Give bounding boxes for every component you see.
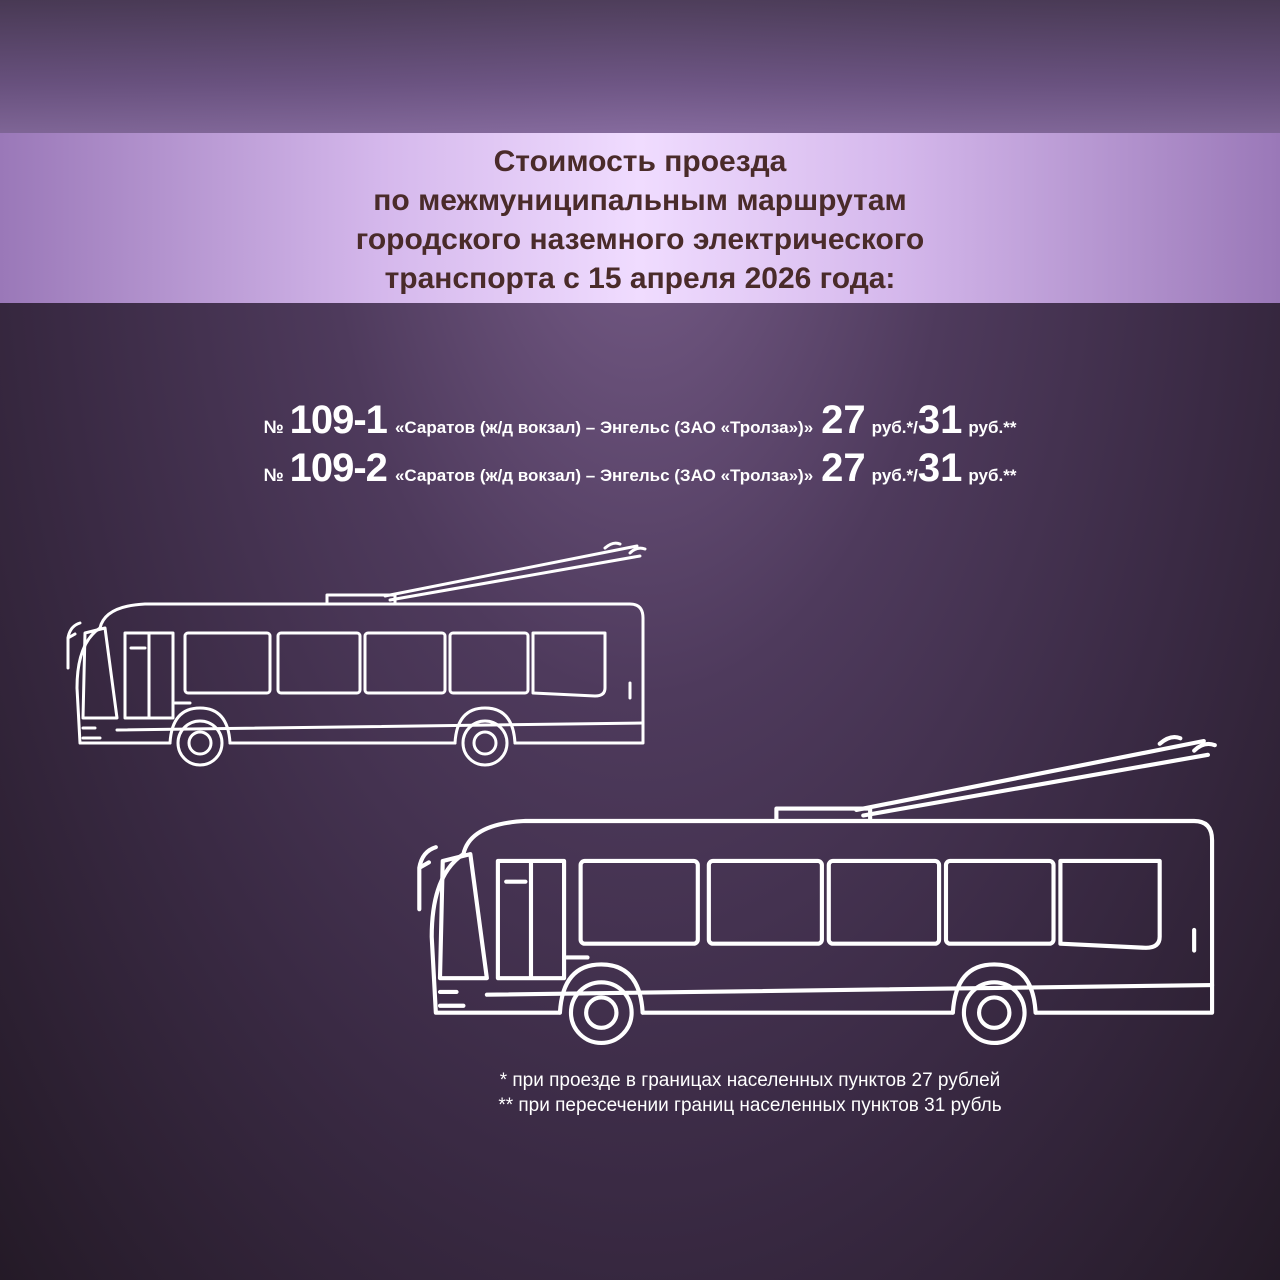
title-banner: [0, 133, 1280, 303]
route-row: № 109-2 «Саратов (ж/д вокзал) – Энгельс …: [0, 446, 1280, 494]
footnote: * при проезде в границах населенных пунк…: [499, 1070, 1001, 1091]
route-name: «Саратов (ж/д вокзал) – Энгельс (ЗАО «Тр…: [394, 466, 814, 485]
route-number: 109-2: [289, 446, 388, 490]
route-list: № 109-1 «Саратов (ж/д вокзал) – Энгельс …: [0, 398, 1280, 494]
price-local: 27: [821, 398, 866, 442]
route-number: 109-1: [289, 398, 388, 442]
title-line: по межмуниципальным маршрутам: [373, 184, 907, 217]
price-intercity: 31: [917, 398, 963, 442]
route-name: «Саратов (ж/д вокзал) – Энгельс (ЗАО «Тр…: [394, 418, 814, 437]
title-line: Стоимость проезда: [493, 145, 787, 178]
price-intercity: 31: [917, 446, 963, 490]
footnotes: * при проезде в границах населенных пунк…: [440, 1068, 1060, 1118]
route-row: № 109-1 «Саратов (ж/д вокзал) – Энгельс …: [0, 398, 1280, 446]
background-top-glow: [0, 0, 1280, 140]
number-sign: №: [263, 417, 284, 437]
title-line: транспорта с 15 апреля 2026 года:: [384, 262, 896, 295]
price-local: 27: [821, 446, 866, 490]
trolleybus-icon: [415, 730, 1215, 1054]
price-unit: руб.*/: [871, 466, 918, 485]
price-unit: руб.**: [968, 418, 1017, 437]
price-unit: руб.*/: [871, 418, 918, 437]
footnote: ** при пересечении границ населенных пун…: [498, 1095, 1002, 1116]
price-unit: руб.**: [968, 466, 1017, 485]
page-title: Стоимость проезда по межмуниципальным ма…: [0, 142, 1280, 298]
title-line: городского наземного электрического: [355, 223, 925, 256]
number-sign: №: [263, 465, 284, 485]
